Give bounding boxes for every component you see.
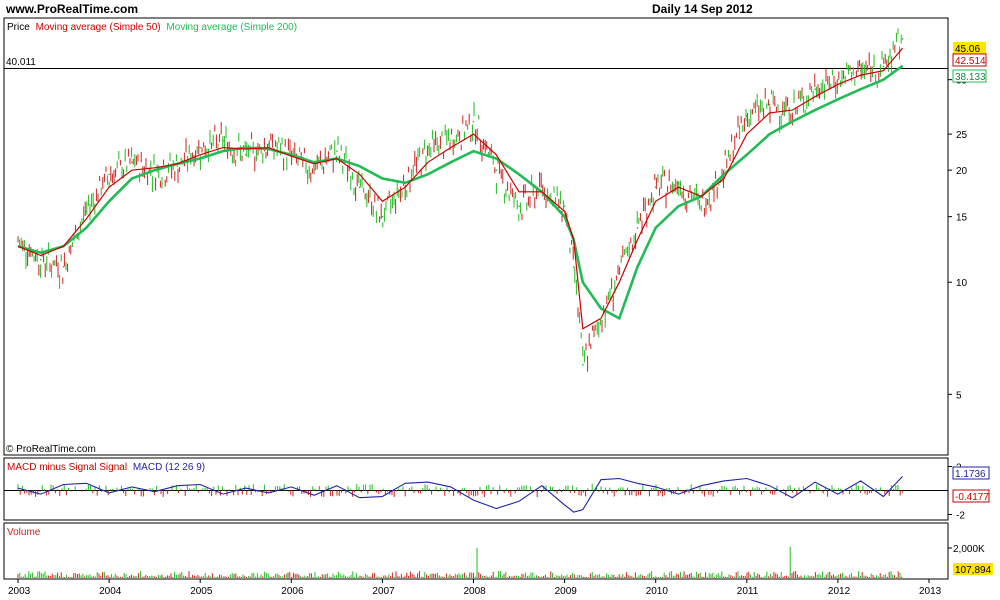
volume-bars: [17, 546, 903, 578]
price-point: [449, 139, 452, 142]
price-point: [427, 146, 429, 149]
price-point: [85, 210, 88, 213]
volume-tick-label: 2,000K: [953, 544, 985, 555]
price-point: [313, 169, 315, 171]
price-point: [636, 227, 639, 229]
macd-value-label: 1.1736: [955, 469, 986, 480]
price-point: [618, 273, 621, 276]
sma200-badge: [952, 69, 987, 83]
last-price-label: 45.06: [955, 44, 980, 55]
price-point: [404, 181, 406, 184]
x-tick-label: 2004: [99, 586, 122, 597]
reference-label: 40.011: [6, 57, 36, 68]
copyright-label: © ProRealTime.com: [6, 444, 96, 455]
x-tick-label: 2007: [372, 586, 395, 597]
price-point: [381, 215, 384, 218]
price-point: [791, 109, 794, 111]
macd-hist-value-label: -0.4177: [955, 492, 989, 503]
macd-legend: MACD minus Signal Signal MACD (12 26 9): [7, 462, 205, 473]
x-tick-label: 2003: [8, 586, 31, 597]
price-point: [882, 65, 885, 68]
price-point: [495, 169, 498, 171]
legend-macd: MACD (12 26 9): [133, 462, 205, 473]
price-point: [541, 186, 543, 189]
price-legend: Price Moving average (Simple 50) Moving …: [7, 22, 297, 33]
macd-badge: [952, 466, 990, 480]
y-tick-label: 15: [956, 213, 968, 224]
price-point: [768, 103, 771, 106]
period-label: Daily 14 Sep 2012: [652, 2, 753, 16]
volume-panel: [3, 522, 949, 580]
legend-sma50: Moving average (Simple 50): [36, 22, 161, 33]
price-point: [723, 169, 725, 171]
site-title: www.ProRealTime.com: [6, 2, 139, 16]
price-point: [176, 165, 179, 167]
sma50-value-label: 42.514: [955, 56, 986, 67]
x-tick-label: 2011: [737, 586, 759, 597]
price-point: [746, 114, 748, 117]
price-point: [358, 186, 361, 189]
price-point: [472, 120, 475, 123]
y-tick-label: 10: [956, 278, 968, 289]
x-axis: 2003 2004 2005 2006 2007 2008 2009 2010 2011 2012…: [8, 579, 942, 597]
price-point: [700, 205, 703, 208]
volume-last-label: 107,894: [955, 565, 992, 576]
price-point: [814, 88, 816, 90]
macd-tick-label: -2: [956, 511, 965, 522]
price-point: [837, 78, 839, 81]
price-point: [582, 364, 584, 366]
price-point: [222, 139, 224, 142]
legend-sma200: Moving average (Simple 200): [166, 22, 297, 33]
x-tick-label: 2010: [646, 586, 669, 597]
price-point: [39, 258, 42, 261]
legend-macd-hist: MACD minus Signal Signal: [7, 462, 127, 473]
price-point: [244, 153, 247, 156]
sma200-value-label: 38.133: [955, 72, 986, 83]
price-point: [336, 150, 338, 152]
price-point: [572, 266, 575, 268]
legend-price: Price: [7, 22, 30, 33]
price-point: [17, 239, 19, 241]
x-tick-label: 2006: [281, 586, 304, 597]
x-tick-label: 2009: [555, 586, 578, 597]
price-point: [901, 38, 904, 40]
price-point: [267, 143, 270, 145]
price-point: [600, 317, 602, 320]
price-point: [131, 161, 133, 164]
price-point: [153, 169, 156, 171]
price-point: [859, 69, 862, 72]
x-tick-label: 2005: [190, 586, 213, 597]
x-tick-label: 2012: [828, 586, 851, 597]
sma50-line: [17, 47, 904, 330]
price-points: [17, 38, 904, 366]
y-tick-label: 5: [956, 390, 962, 401]
y-tick-label: 20: [956, 166, 968, 177]
x-tick-label: 2008: [464, 586, 487, 597]
sma50-badge: [952, 53, 987, 67]
volume-title: Volume: [7, 527, 41, 538]
y-tick-label: 25: [956, 130, 968, 141]
price-point: [677, 181, 680, 184]
price-point: [563, 205, 566, 208]
macd-line: [17, 476, 903, 513]
price-point: [62, 266, 65, 268]
price-y-axis: 51015202535: [948, 76, 968, 401]
volume-badge: [953, 563, 993, 575]
price-panel: [3, 17, 949, 456]
price-point: [290, 153, 293, 156]
price-point: [518, 205, 520, 208]
price-point: [108, 173, 110, 176]
price-point: [199, 146, 201, 149]
price-point: [654, 186, 657, 189]
x-tick-label: 2013: [919, 586, 942, 597]
macd-hist-badge: [952, 489, 990, 503]
last-price-badge: [953, 42, 986, 54]
